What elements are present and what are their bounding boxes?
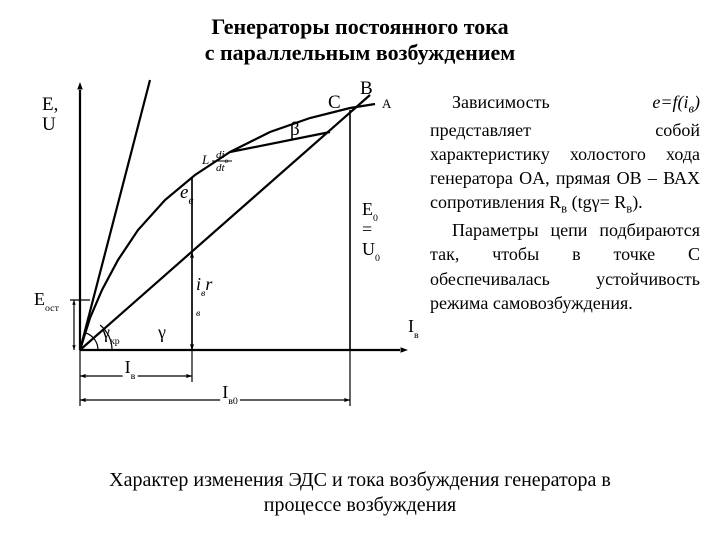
- title-line2: с параллельным возбуждением: [205, 40, 516, 65]
- svg-text:iвr: iвr: [196, 274, 213, 299]
- svg-text:L: L: [201, 152, 209, 167]
- svg-text:C: C: [328, 92, 341, 113]
- svg-text:Iв: Iв: [408, 316, 419, 341]
- p1-eq: e=f(iв): [652, 92, 700, 112]
- svg-text:E,: E,: [42, 94, 58, 115]
- svg-text:dt: dt: [216, 162, 226, 174]
- diagram-svg: E,UCBAβeвLdiвdtE0=U0EостiвrвγкрγIвIвIв0: [30, 80, 410, 410]
- p1-t1: Зависимость: [452, 92, 652, 112]
- p1-t2: представляет собой характеристику холост…: [430, 120, 700, 213]
- p1-sub2: в: [561, 202, 567, 216]
- title-line1: Генераторы постоянного тока: [211, 14, 508, 39]
- svg-text:=: =: [362, 219, 372, 239]
- p1-t4: ).: [632, 192, 643, 212]
- p1-t3: (tgγ= R: [572, 192, 627, 212]
- svg-text:γкр: γкр: [101, 322, 120, 347]
- svg-text:U: U: [42, 114, 56, 135]
- svg-text:β: β: [290, 119, 300, 140]
- page-title: Генераторы постоянного тока с параллельн…: [0, 14, 720, 67]
- caption-line2: процессе возбуждения: [264, 494, 457, 516]
- paragraph-1: Зависимость e=f(iв) представляет собой х…: [430, 90, 700, 218]
- svg-text:в: в: [196, 308, 201, 319]
- svg-text:B: B: [360, 78, 373, 99]
- svg-text:γ: γ: [157, 322, 166, 342]
- body-text: Зависимость e=f(iв) представляет собой х…: [430, 90, 700, 315]
- svg-text:U0: U0: [362, 239, 380, 264]
- paragraph-2: Параметры цепи подбираются так, чтобы в …: [430, 218, 700, 315]
- caption-line1: Характер изменения ЭДС и тока возбуждени…: [109, 469, 611, 491]
- svg-text:Eост: Eост: [34, 289, 60, 314]
- svg-text:A: A: [382, 96, 392, 111]
- diagram-panel: E,UCBAβeвLdiвdtE0=U0EостiвrвγкрγIвIвIв0: [30, 80, 410, 410]
- caption: Характер изменения ЭДС и тока возбуждени…: [0, 468, 720, 518]
